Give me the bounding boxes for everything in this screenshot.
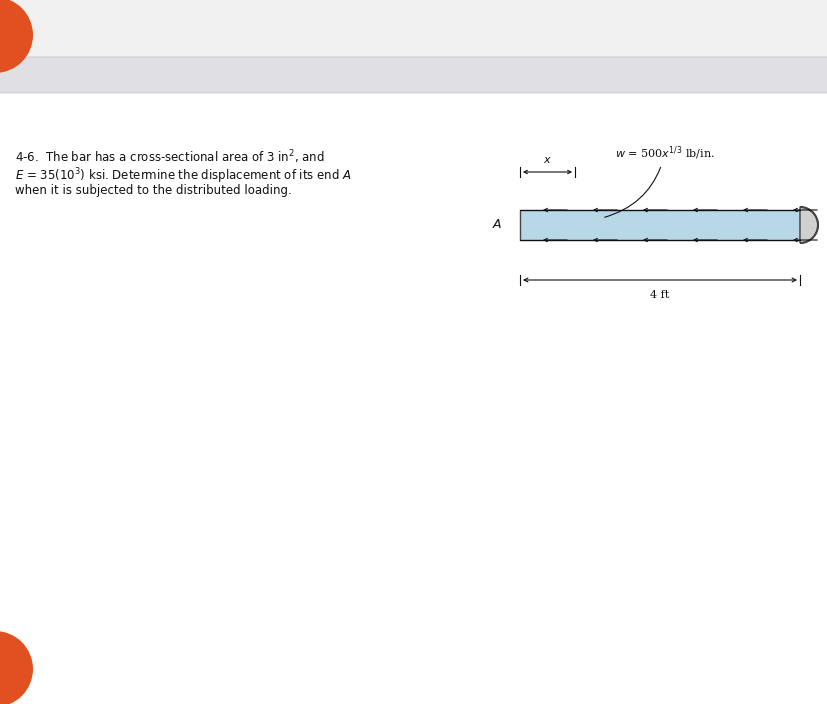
Wedge shape	[799, 207, 817, 243]
Text: $E$ = 35(10$^3$) ksi. Determine the displacement of its end $A$: $E$ = 35(10$^3$) ksi. Determine the disp…	[15, 166, 351, 186]
FancyBboxPatch shape	[0, 0, 827, 60]
Text: $w$ = 500$x^{1/3}$ lb/in.: $w$ = 500$x^{1/3}$ lb/in.	[604, 144, 714, 218]
Circle shape	[0, 631, 33, 704]
Bar	[519, 210, 799, 240]
Circle shape	[0, 0, 33, 73]
Text: when it is subjected to the distributed loading.: when it is subjected to the distributed …	[15, 184, 291, 197]
Text: $A$: $A$	[491, 218, 501, 232]
Text: 4-6.  The bar has a cross-sectional area of 3 in$^2$, and: 4-6. The bar has a cross-sectional area …	[15, 148, 324, 165]
Text: $x$: $x$	[543, 155, 552, 165]
Text: 4 ft: 4 ft	[649, 290, 669, 300]
FancyBboxPatch shape	[0, 57, 827, 93]
